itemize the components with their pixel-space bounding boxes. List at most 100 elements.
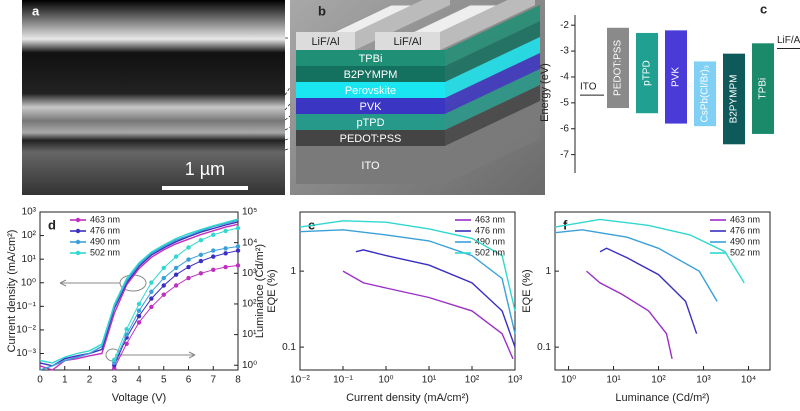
x-tick-label: 10⁰ — [378, 375, 393, 386]
y-tick-label: 10¹ — [22, 254, 37, 265]
luminance-marker — [211, 248, 216, 253]
series-line — [342, 270, 514, 360]
charts: -2 -3 -4 -5 -6 -7 Energy (eV) c PEDOT:PSS pTPD PVK… — [6, 1, 800, 404]
y2-tick-label: 10⁰ — [242, 360, 257, 371]
layer-label: Perovskite — [345, 85, 396, 97]
luminance-marker — [223, 228, 228, 234]
luminance-marker — [235, 248, 241, 253]
bar-label: B2PYMPM — [729, 75, 740, 124]
x-tick-label: 10¹ — [606, 375, 621, 386]
y-tick-label: -4 — [560, 72, 569, 83]
layer-side — [445, 85, 540, 146]
y-tick-label: -2 — [560, 20, 569, 31]
y2-tick-label: 10⁴ — [242, 237, 257, 248]
luminance-marker — [173, 254, 179, 259]
annotation-arrow — [115, 351, 196, 359]
x-tick-label: 10² — [465, 375, 480, 386]
plot-frame — [299, 211, 516, 371]
luminance-marker — [198, 238, 204, 243]
y2-tick-label: 10¹ — [242, 329, 257, 340]
layer — [296, 82, 445, 98]
layer-side — [445, 21, 540, 82]
legend-marker — [75, 217, 81, 223]
legend-label: 490 nm — [475, 236, 505, 246]
energy-bar — [607, 27, 629, 109]
scale-bar — [162, 186, 248, 190]
plot-frame — [554, 211, 771, 371]
panel-label: a — [32, 3, 40, 18]
luminance-marker — [161, 265, 166, 271]
luminance-line — [113, 227, 239, 361]
energy-bar — [723, 53, 745, 145]
electrode-front — [375, 32, 440, 50]
layer-side — [445, 5, 540, 66]
x-axis-label: Luminance (Cd/m²) — [615, 392, 709, 404]
x-tick-label: 10⁻¹ — [333, 375, 353, 386]
x-tick-label: 0 — [37, 375, 43, 386]
luminance-marker — [149, 296, 154, 301]
luminance-marker — [211, 232, 216, 238]
layer — [296, 50, 445, 66]
x-tick-label: 10⁰ — [561, 375, 576, 386]
y-axis-label: Current density (mA/cm²) — [6, 230, 18, 353]
bar-label: PVK — [671, 67, 682, 87]
x-tick-label: 6 — [186, 375, 192, 386]
y-tick-label: 10² — [22, 230, 37, 241]
x-tick-label: 5 — [161, 375, 167, 386]
series-line — [554, 229, 718, 302]
series-line — [299, 229, 516, 334]
energy-bar — [636, 32, 658, 114]
layer-label: LiF/Al — [393, 36, 421, 48]
x-tick-label: 10⁻² — [290, 375, 310, 386]
x-tick-label: 2 — [87, 375, 93, 386]
scale-bar-label: 1 µm — [185, 159, 225, 179]
layer-label: TPBi — [359, 53, 383, 65]
panel-label: d — [48, 217, 56, 232]
luminance-line — [113, 246, 239, 363]
luminance-marker — [161, 275, 166, 281]
layer-label: LiF/Al — [311, 36, 339, 48]
bar-label: CsPb(Cl/Br)₃ — [700, 65, 711, 122]
energy-bar — [694, 61, 716, 127]
y-tick-label: 10⁻¹ — [16, 301, 36, 312]
electrode-label: ITO — [580, 82, 597, 93]
annotation-arrow — [59, 279, 120, 287]
y-tick-label: 1 — [290, 266, 296, 277]
y-tick-label: -7 — [560, 149, 569, 160]
y-tick-label: 10⁻² — [16, 325, 36, 336]
luminance-marker — [173, 283, 179, 288]
luminance-marker — [161, 292, 166, 297]
legend-label: 502 nm — [730, 247, 760, 257]
y-tick-label: 1 — [545, 266, 551, 277]
series-line — [599, 247, 698, 334]
series-line — [299, 220, 516, 312]
y-tick-label: -5 — [560, 97, 569, 108]
luminance-marker — [223, 246, 228, 251]
y-tick-label: -3 — [560, 46, 569, 57]
luminance-marker — [198, 258, 204, 264]
x-axis-label: Voltage (V) — [112, 392, 166, 404]
panel-label: b — [318, 3, 326, 18]
luminance-marker — [136, 320, 142, 325]
energy-bar — [752, 43, 774, 134]
luminance-marker — [149, 289, 154, 294]
layer — [296, 130, 445, 146]
layer-label: PEDOT:PSS — [340, 133, 402, 145]
electrode-label: LiF/Al — [777, 35, 800, 46]
layer-label: B2PYMPM — [344, 69, 398, 81]
legend-label: 490 nm — [90, 236, 120, 246]
layer-label: ITO — [361, 160, 380, 172]
layer-side — [445, 53, 540, 114]
bar-label: PEDOT:PSS — [613, 40, 624, 96]
layer — [296, 146, 445, 184]
y2-axis-label: Luminance (Cd/m²) — [254, 244, 266, 338]
legend-label: 476 nm — [90, 225, 120, 235]
luminance-marker — [149, 304, 154, 310]
x-tick-label: 7 — [210, 375, 216, 386]
layer — [296, 114, 445, 130]
layer-side — [445, 69, 540, 130]
y2-tick-label: 10³ — [242, 268, 257, 279]
layer-side — [445, 101, 540, 184]
